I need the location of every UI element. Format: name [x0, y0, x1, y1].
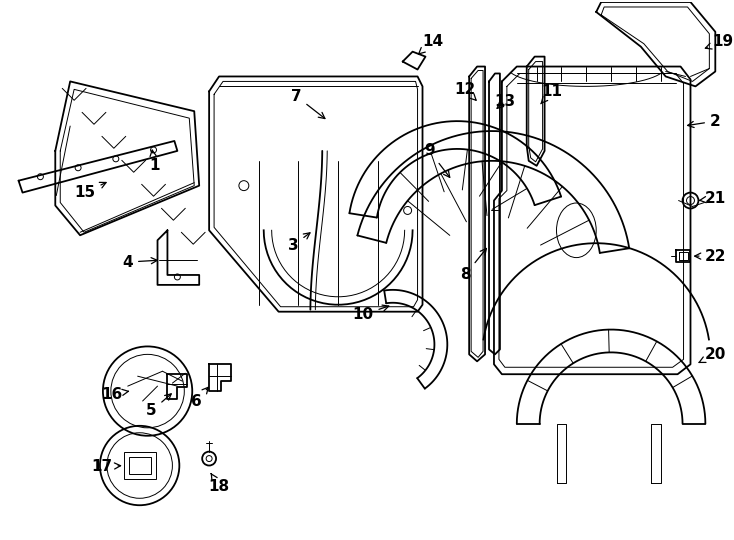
Text: 8: 8 — [460, 248, 487, 282]
Text: 13: 13 — [494, 94, 515, 109]
Text: 18: 18 — [208, 474, 230, 494]
Text: 1: 1 — [149, 150, 160, 173]
Text: 3: 3 — [288, 233, 310, 253]
Text: 6: 6 — [191, 387, 208, 409]
Text: 10: 10 — [352, 305, 389, 322]
Text: 9: 9 — [424, 144, 450, 177]
Text: 11: 11 — [541, 84, 562, 104]
Text: 20: 20 — [699, 347, 726, 362]
Text: 17: 17 — [91, 459, 120, 474]
Text: 21: 21 — [699, 191, 726, 206]
Text: 22: 22 — [694, 248, 726, 264]
Text: 7: 7 — [291, 89, 325, 119]
Bar — [124, 451, 156, 480]
Text: 4: 4 — [123, 254, 157, 269]
Text: 2: 2 — [688, 113, 721, 129]
Text: 19: 19 — [705, 34, 734, 49]
Text: 16: 16 — [101, 387, 128, 402]
Text: 5: 5 — [146, 394, 171, 418]
Text: 15: 15 — [74, 183, 106, 200]
Text: 14: 14 — [418, 34, 443, 54]
Text: 12: 12 — [454, 82, 476, 100]
Bar — [128, 457, 150, 475]
